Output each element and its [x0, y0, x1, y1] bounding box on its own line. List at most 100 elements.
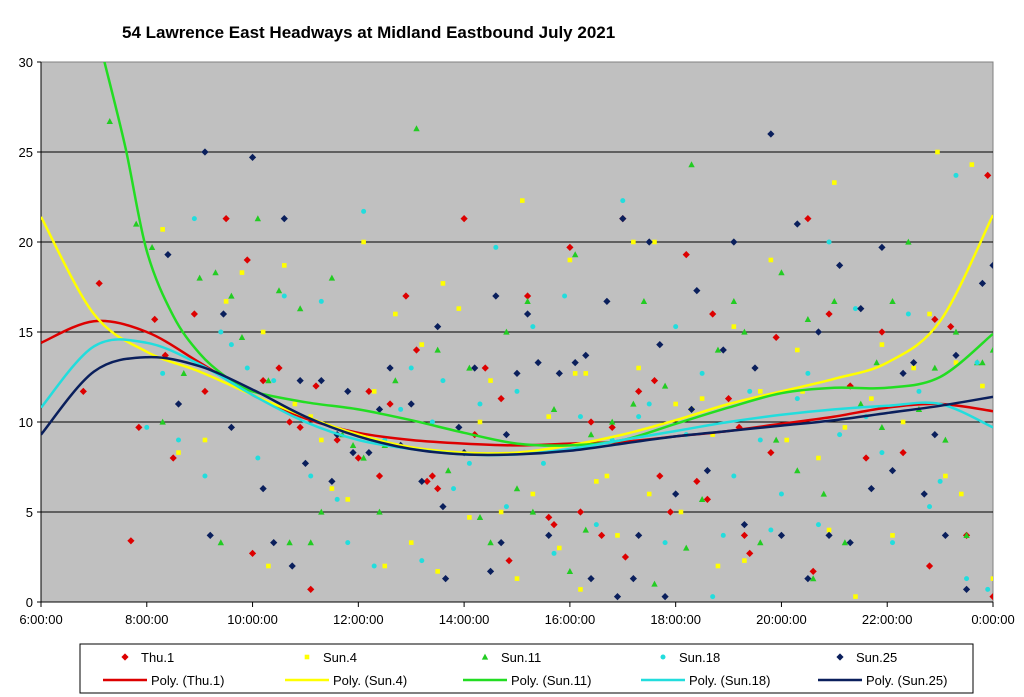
- data-point-sun-25: [296, 377, 304, 385]
- data-point-sun-25: [899, 369, 907, 377]
- legend-marker-sun-18: [660, 654, 666, 660]
- data-point-sun-25: [846, 539, 854, 547]
- data-point-sun-25: [492, 292, 500, 300]
- data-point-sun-25: [164, 251, 172, 259]
- data-point-sun-18: [466, 460, 472, 466]
- data-point-thu-1: [989, 593, 993, 601]
- legend-label-sun-18: Sun.18: [679, 650, 720, 665]
- data-point-sun-18: [805, 370, 811, 376]
- data-point-sun-18: [747, 388, 753, 394]
- legend-box: [79, 643, 974, 694]
- data-point-sun-18: [144, 424, 150, 430]
- data-point-sun-4: [631, 239, 636, 245]
- data-point-sun-25: [804, 575, 812, 583]
- y-tick-label: 15: [19, 325, 33, 340]
- data-point-sun-25: [280, 215, 288, 223]
- data-point-thu-1: [682, 251, 690, 259]
- data-point-sun-25: [545, 531, 553, 539]
- y-axis: 0 5 10 15 20 25 30: [19, 55, 42, 610]
- data-point-sun-18: [778, 491, 784, 497]
- data-point-thu-1: [862, 454, 870, 462]
- data-point-sun-11: [376, 508, 383, 515]
- data-point-sun-25: [555, 369, 563, 377]
- data-point-thu-1: [296, 423, 304, 431]
- legend-label-poly-sun-18: Poly. (Sun.18): [689, 673, 770, 688]
- data-point-thu-1: [275, 364, 283, 372]
- data-point-sun-4: [393, 311, 398, 317]
- data-point-sun-18: [757, 437, 763, 443]
- data-point-sun-4: [361, 239, 366, 245]
- data-point-sun-4: [202, 437, 208, 443]
- data-point-sun-11: [873, 359, 880, 366]
- data-point-sun-25: [751, 364, 759, 372]
- data-point-sun-4: [160, 227, 165, 232]
- data-point-sun-4: [266, 563, 271, 569]
- data-point-thu-1: [984, 171, 992, 179]
- data-point-sun-4: [784, 437, 790, 443]
- data-point-sun-18: [937, 478, 943, 484]
- data-point-thu-1: [386, 400, 394, 408]
- data-point-sun-4: [757, 389, 763, 394]
- data-point-sun-18: [593, 522, 599, 528]
- data-point-sun-4: [980, 383, 985, 389]
- data-point-sun-25: [613, 593, 622, 601]
- data-point-sun-11: [318, 508, 325, 515]
- data-point-sun-4: [842, 425, 848, 430]
- data-point-thu-1: [161, 351, 169, 359]
- x-tick-label: 18:00:00: [650, 612, 701, 627]
- data-point-sun-11: [688, 161, 695, 168]
- data-point-sun-18: [636, 414, 642, 420]
- trendline-poly-sun-11: [103, 62, 993, 447]
- data-point-sun-18: [916, 388, 922, 394]
- data-point-sun-4: [969, 162, 975, 167]
- data-point-sun-4: [615, 533, 620, 538]
- data-point-sun-18: [514, 388, 520, 394]
- data-point-sun-25: [978, 279, 987, 287]
- legend-label-thu-1: Thu.1: [141, 650, 174, 665]
- data-point-sun-25: [349, 449, 357, 457]
- data-point-sun-4: [832, 180, 837, 185]
- data-point-sun-11: [661, 382, 669, 389]
- data-point-thu-1: [428, 472, 436, 480]
- data-point-sun-25: [328, 477, 336, 485]
- data-point-sun-18: [974, 360, 980, 366]
- data-point-sun-4: [816, 455, 821, 461]
- data-point-thu-1: [127, 537, 135, 545]
- data-point-sun-11: [238, 334, 246, 340]
- data-point-sun-4: [604, 473, 610, 479]
- data-point-sun-4: [292, 401, 298, 407]
- data-point-sun-11: [487, 539, 494, 546]
- data-point-sun-4: [826, 527, 832, 533]
- data-point-sun-4: [456, 306, 462, 311]
- data-point-sun-11: [148, 244, 156, 250]
- data-point-sun-4: [742, 558, 747, 563]
- data-point-thu-1: [878, 328, 886, 336]
- data-point-thu-1: [656, 472, 664, 480]
- data-point-sun-18: [731, 473, 737, 479]
- data-point-sun-25: [174, 400, 183, 408]
- x-tick-label: 20:00:00: [756, 612, 807, 627]
- data-point-thu-1: [135, 423, 143, 431]
- data-point-sun-25: [740, 521, 749, 529]
- data-point-sun-25: [206, 531, 214, 539]
- data-point-sun-4: [594, 479, 599, 484]
- data-point-sun-18: [953, 172, 959, 178]
- x-axis: 6:00:00 8:00:00 10:00:00 12:00:00 14:00:00 16…: [19, 601, 1015, 627]
- data-point-sun-4: [530, 491, 536, 497]
- data-point-sun-18: [577, 414, 583, 420]
- data-point-sun-11: [1006, 190, 1012, 196]
- data-point-sun-11: [286, 539, 293, 546]
- data-point-thu-1: [151, 315, 159, 323]
- data-point-sun-25: [1011, 382, 1018, 389]
- data-point-sun-4: [223, 299, 229, 304]
- data-point-sun-11: [857, 400, 864, 407]
- data-point-sun-25: [661, 593, 669, 601]
- data-point-sun-25: [910, 359, 918, 367]
- data-point-sun-11: [434, 346, 441, 353]
- legend-label-sun-11: Sun.11: [501, 650, 541, 665]
- data-point-thu-1: [497, 395, 505, 403]
- data-point-sun-4: [557, 545, 562, 551]
- data-point-sun-25: [386, 364, 394, 372]
- data-point-sun-11: [571, 251, 579, 258]
